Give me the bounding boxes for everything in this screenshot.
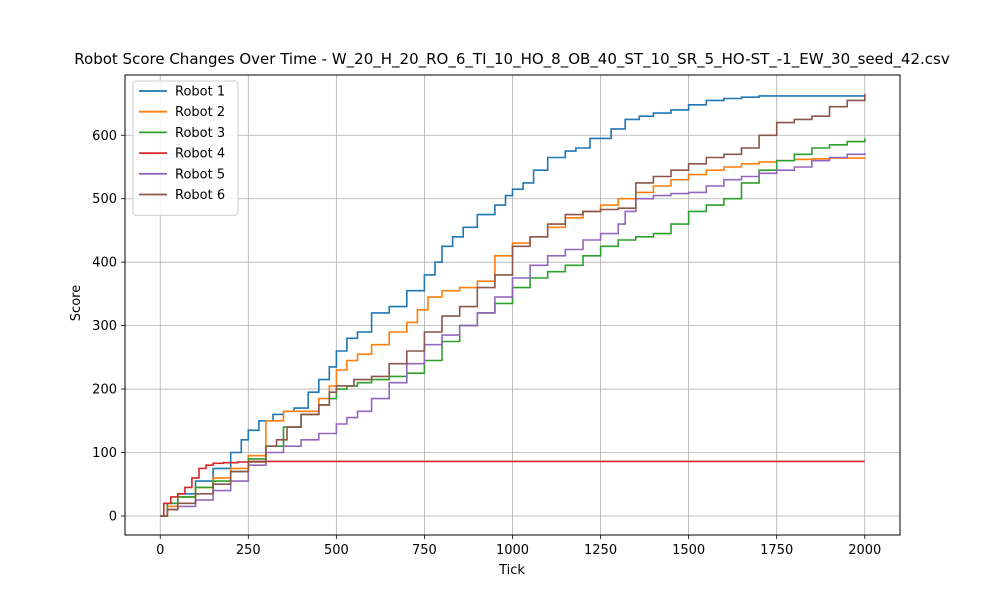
series-line-robot-2 (160, 157, 866, 517)
x-tick-label: 2000 (848, 543, 881, 558)
series-line-robot-4 (160, 460, 865, 517)
x-axis-label: Tick (498, 563, 525, 578)
x-tick-label: 250 (236, 543, 261, 558)
chart-title: Robot Score Changes Over Time - W_20_H_2… (74, 50, 950, 69)
x-tick-label: 0 (156, 543, 164, 558)
legend-label: Robot 1 (175, 85, 225, 100)
y-axis-label: Score (69, 285, 84, 321)
series-line-robot-5 (160, 153, 866, 517)
legend-label: Robot 5 (175, 167, 225, 182)
x-tick-label: 750 (412, 543, 437, 558)
y-tick-label: 100 (92, 446, 117, 461)
x-tick-label: 1250 (584, 543, 617, 558)
series-line-robot-1 (160, 95, 866, 517)
x-tick-label: 1000 (496, 543, 529, 558)
x-tick-label: 500 (324, 543, 349, 558)
series-group (160, 94, 866, 517)
legend-label: Robot 4 (175, 147, 225, 162)
x-tick-label: 1500 (672, 543, 705, 558)
legend-label: Robot 3 (175, 126, 225, 141)
y-tick-label: 500 (92, 192, 117, 207)
y-tick-label: 0 (109, 509, 117, 524)
legend-label: Robot 6 (175, 188, 225, 203)
legend-box (132, 80, 239, 216)
ticks: 0 250 500 750 1000 1250 1500 1750 2000 0 100 200 300… (92, 129, 881, 558)
legend-label: Robot 2 (175, 105, 225, 120)
y-tick-label: 200 (92, 383, 117, 398)
y-tick-label: 300 (92, 319, 117, 334)
series-line-robot-6 (160, 94, 866, 517)
y-tick-label: 600 (92, 129, 117, 144)
x-tick-label: 1750 (760, 543, 793, 558)
legend: Robot 1 Robot 2 Robot 3 Robot 4 Robot 5 Robot… (132, 80, 239, 216)
y-tick-label: 400 (92, 256, 117, 271)
